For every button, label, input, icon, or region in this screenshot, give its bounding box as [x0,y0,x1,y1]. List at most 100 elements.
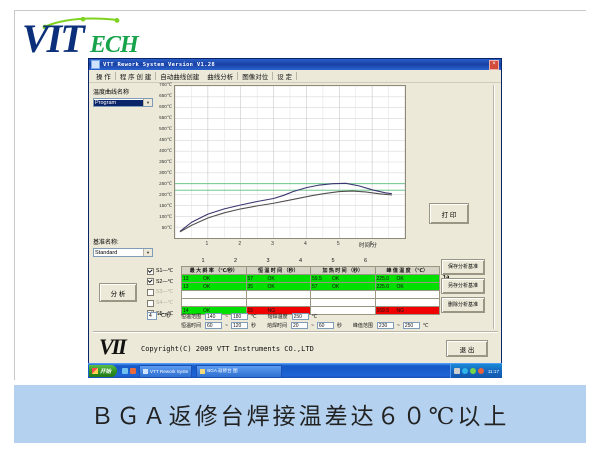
chart-y-axis: 700℃ 650℃ 600℃ 550℃ 500℃ 450℃ 400℃ 350℃ 300℃ 250℃… [151,82,173,239]
chart-plot-area[interactable] [174,85,406,239]
vertical-divider [493,85,495,329]
reflow-time-label: 熔焊时间 [266,323,287,329]
taskbar-task-rework[interactable]: VTT Rework Syste [139,364,193,378]
soak-time-max-input[interactable]: 120 [230,321,248,330]
chart-y-tick: 600℃ [159,104,172,109]
reflow-temp-label: 熔焊温度 [267,314,288,320]
reflow-temp-input[interactable]: 250 [291,312,309,321]
table-row[interactable]: 13 OK 57 OK 59.5 OK 225.0 OK 1a [181,274,450,283]
chart-y-tick: 100℃ [159,214,172,219]
save-as-baseline-button[interactable]: 另存分析基准 [441,278,485,294]
horizontal-divider [93,331,498,333]
channel-checkbox-row[interactable]: S3—℃ [147,287,181,298]
cell-value: 225.0 [376,283,390,290]
menu-item-curve-analysis[interactable]: 曲线分析 [207,74,234,81]
table-row[interactable] [181,290,440,299]
channel-checkbox-row[interactable]: S2—℃ [147,277,181,288]
chart-x-axis: 1 2 3 4 5 6 [174,240,406,250]
table-cell: 57 OK [245,274,311,283]
taskbar-task-image[interactable]: BGA 返修台 图 [196,364,283,378]
menu-item-settings[interactable]: 设 定 [277,74,293,81]
menu-bar[interactable]: 操 作 程 序 创 建 自动曲线创建 曲线分析 图像对位 设 定 [89,70,501,83]
table-cell: 169.5 NG [374,306,440,315]
menu-separator [237,72,239,80]
checkbox-icon[interactable] [147,299,154,307]
chart-x-tick: 5 [336,241,340,247]
cell-value: 225.0 [376,275,390,282]
chevron-down-icon[interactable]: ▼ [143,249,152,256]
exit-button[interactable]: 退 出 [446,340,488,357]
tray-shield-icon[interactable] [469,368,476,374]
soak-range-max-input[interactable]: 180 [230,312,248,321]
analyze-button[interactable]: 分 析 [99,283,137,302]
close-icon[interactable]: × [489,59,499,70]
vtt-tech-logo: VIT ECH [22,15,147,60]
checkbox-icon[interactable] [147,288,154,296]
chart-y-tick: 300℃ [159,170,172,175]
chevron-down-icon[interactable]: ▼ [143,99,152,106]
chart-y-tick: 200℃ [159,192,172,197]
table-cell: 35 OK [245,282,311,291]
tray-network-icon[interactable] [461,368,468,374]
window-title: VTT Rework System Version V1.28 [103,61,215,68]
slope-limit-input[interactable]: 4 [147,312,157,320]
quicklaunch-icon-2[interactable] [130,368,137,374]
cell-status: OK [203,283,211,290]
reflow-time-min-input[interactable]: 20 [290,321,308,330]
soak-range-min-input[interactable]: 140 [205,312,223,321]
slope-limit-unit: ℃/秒 [159,313,172,320]
reflow-time-unit: 秒 [336,323,342,329]
cell-status: OK [396,283,404,290]
soak-range-unit: ℃ [250,313,257,320]
cell-value: 15 [247,307,254,314]
analysis-table: 1 2 3 4 5 6 S1—℃ S2—℃ S3—℃ S4—℃ S5—℃ 最 大 斜 率 （℃/秒… [147,257,450,318]
save-baseline-button[interactable]: 保存分析基准 [441,259,485,275]
cell-status: OK [332,283,340,290]
table-row[interactable] [181,298,440,307]
peak-range-min-input[interactable]: 230 [376,321,394,330]
chart-y-tick: 400℃ [159,148,172,153]
window-titlebar[interactable]: VTT Rework System Version V1.28 × [89,59,501,70]
analysis-baseline-buttons: 保存分析基准 另存分析基准 删除分析基准 [441,259,495,316]
table-cell: 13 OK [181,282,247,291]
reflow-time-max-input[interactable]: 60 [316,321,334,330]
slope-limit-group: 4 ℃/秒 [147,312,171,320]
chart-y-tick: 450℃ [159,137,172,142]
checkbox-icon[interactable] [147,278,154,286]
cell-value: 13 [183,275,189,282]
table-header-row: 最 大 斜 率 （℃/秒）恒 温 时 间 （秒）加 热 时 间 （秒）峰 值 温… [181,266,440,275]
menu-item-image-align[interactable]: 图像对位 [242,74,269,81]
cell-status: OK [203,275,211,282]
start-button[interactable]: 开始 [89,365,118,377]
table-cell: 59.5 OK [310,274,376,283]
peak-range-max-input[interactable]: 250 [402,321,420,330]
soak-time-min-input[interactable]: 60 [205,321,223,330]
checkbox-icon[interactable] [147,267,154,275]
channel-label: S4—℃ [156,300,174,307]
curve-name-select[interactable]: Program ▼ [93,98,153,107]
print-button[interactable]: 打 印 [429,203,469,224]
quicklaunch-icon-1[interactable] [122,368,129,374]
taskbar-clock[interactable]: 11:17 [487,368,499,374]
table-cell [374,290,440,299]
channel-checkbox-row[interactable]: S1—℃ [147,266,181,277]
delete-baseline-button[interactable]: 删除分析基准 [441,297,485,313]
chart-x-tick: 4 [304,241,307,247]
chart-y-tick: 500℃ [159,126,172,131]
menu-separator [296,72,298,80]
cell-value: 57 [247,275,254,282]
tray-volume-icon[interactable] [477,368,484,374]
base-name-select[interactable]: Standard ▼ [93,248,153,257]
menu-item-program-create[interactable]: 程 序 创 建 [119,74,152,81]
chart-x-tick: 3 [271,241,274,247]
base-name-label: 基准名称: [93,240,119,246]
range-dash: ~ [225,322,228,329]
tray-monitor-icon[interactable] [453,368,460,374]
channel-checkbox-row[interactable]: S4—℃ [147,298,181,309]
application-window: VTT Rework System Version V1.28 × 操 作 程 … [88,58,502,378]
cell-value: 14 [183,307,189,314]
menu-item-auto-curve-create[interactable]: 自动曲线创建 [160,74,200,81]
menu-item-operation[interactable]: 操 作 [96,74,111,81]
